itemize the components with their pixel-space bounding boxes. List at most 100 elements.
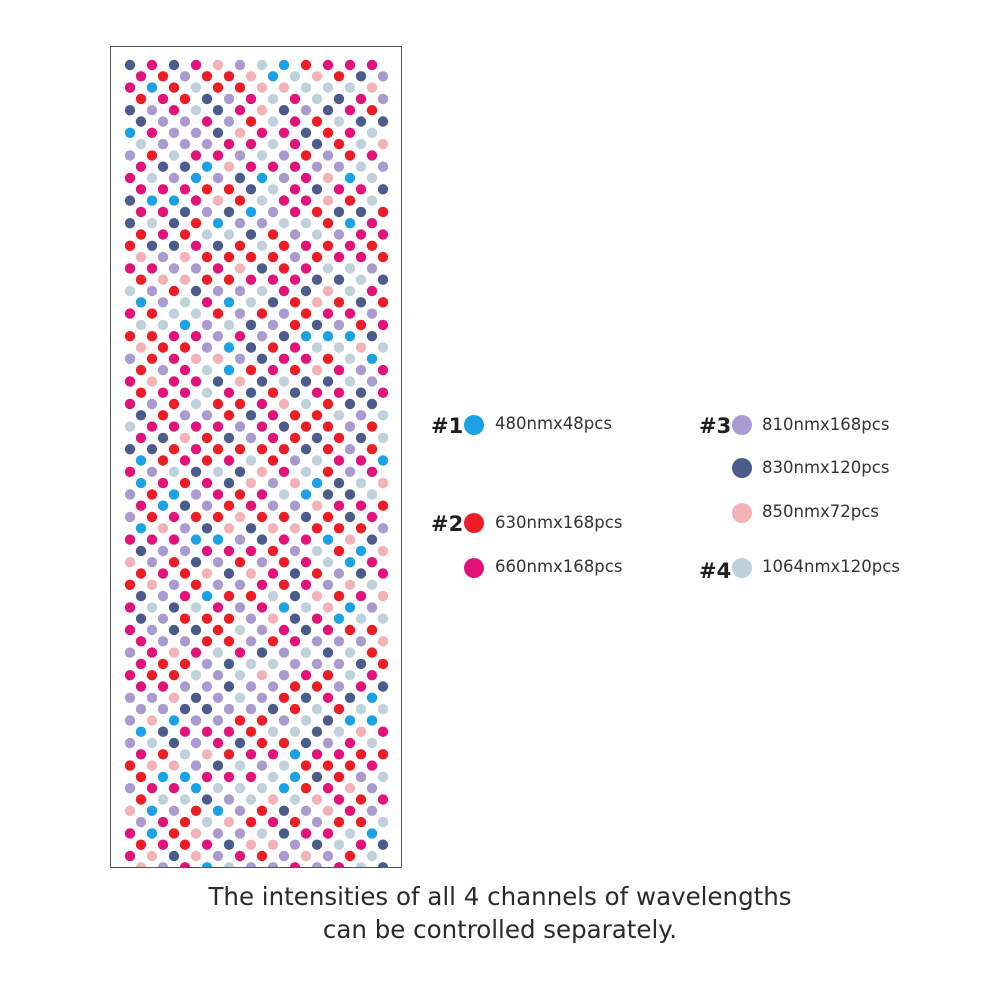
led-dot [300,150,312,161]
led-dot [135,862,147,867]
led-dot [135,636,147,647]
led-dot [278,240,290,251]
led-dot [300,737,312,749]
led-dot [278,715,290,726]
led-dot [366,285,378,297]
led-dot [344,624,356,636]
led-dot [366,624,378,636]
led-dot [245,229,257,240]
led-dot [344,511,356,523]
led-dot [256,421,268,432]
led-dot [333,410,345,421]
led-dot [168,557,180,568]
led-dot [124,105,136,116]
led-dot [168,285,180,297]
led-dot [245,342,257,353]
led-dot [234,218,246,229]
led-dot [245,590,257,602]
led-dot [322,647,334,658]
led-dot [366,647,378,658]
led-dot [146,308,158,319]
led-dot [366,805,378,816]
led-dot [344,647,356,658]
led-dot [355,297,367,308]
led-dot [289,251,301,263]
led-dot [267,93,279,105]
led-dot [322,263,334,274]
led-dot [234,647,246,658]
led-dot [245,726,257,737]
led-dot [179,636,191,647]
led-dot [190,715,202,726]
led-dot [267,319,279,331]
led-dot [179,613,191,624]
led-dot [245,138,257,150]
led-dot [377,839,389,850]
led-dot [256,715,268,726]
led-dot [300,624,312,636]
led-dot [179,319,191,331]
led-dot [322,398,334,410]
led-dot [168,737,180,749]
led-dot [146,783,158,794]
led-dot [223,839,235,850]
led-dot [289,545,301,557]
led-dot [267,545,279,557]
led-dot [267,206,279,218]
led-dot [311,71,323,82]
led-dot [124,353,136,364]
led-dot [146,557,158,568]
led-dot [190,647,202,658]
led-dot [245,703,257,715]
led-dot [267,432,279,444]
led-dot [190,828,202,839]
led-dot [300,489,312,500]
led-dot [124,602,136,613]
led-dot [377,229,389,240]
led-dot [333,138,345,150]
led-dot [377,658,389,670]
led-dot [267,229,279,240]
led-dot [179,771,191,783]
led-dot [212,760,224,771]
led-dot [168,353,180,364]
led-dot [267,297,279,308]
led-dot [267,138,279,150]
led-dot [135,545,147,557]
led-dot [322,489,334,500]
led-dot [135,794,147,805]
led-dot [190,805,202,816]
led-dot [300,444,312,455]
led-dot [168,331,180,342]
led-dot [256,534,268,545]
led-dot [289,636,301,647]
led-dot [168,489,180,500]
led-dot [333,387,345,398]
led-dot [190,240,202,251]
led-dot [245,613,257,624]
led-dot [267,161,279,172]
led-dot [190,150,202,161]
led-dot [322,557,334,568]
led-dot [124,579,136,590]
led-dot [289,749,301,760]
led-dot [190,376,202,387]
led-dot [212,172,224,184]
led-dot [355,703,367,715]
led-dot [201,636,213,647]
led-dot [289,319,301,331]
led-dot [212,466,224,477]
led-dot [344,737,356,749]
led-dot [157,71,169,82]
led-dot [278,557,290,568]
led-dot [256,783,268,794]
led-dot [355,274,367,285]
led-dot [322,511,334,523]
led-dot [146,172,158,184]
led-dot [278,534,290,545]
led-dot [322,59,334,71]
led-dot [333,274,345,285]
led-dot [366,579,378,590]
led-dot [179,681,191,692]
led-dot [289,681,301,692]
